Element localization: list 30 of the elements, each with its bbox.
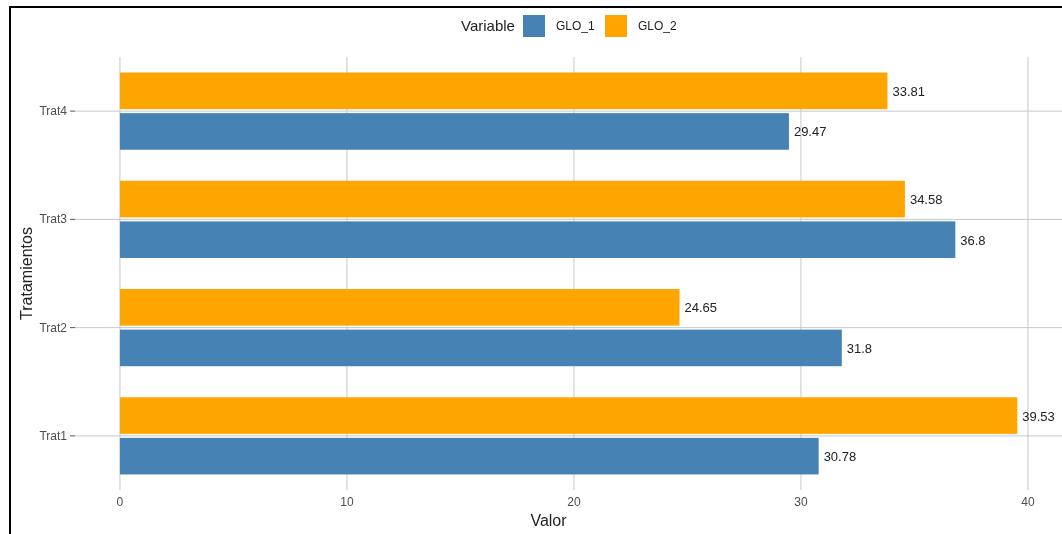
y-tick-label: Trat2	[39, 320, 68, 335]
data-label: 29.47	[793, 124, 827, 140]
data-label: 31.8	[846, 340, 873, 356]
data-label: 30.78	[823, 449, 857, 465]
y-axis-title: Tratamientos	[18, 227, 35, 320]
data-label: 33.81	[892, 83, 925, 99]
data-label: 34.58	[909, 192, 943, 208]
data-label: 36.8	[960, 232, 986, 248]
bar	[119, 397, 1018, 434]
x-tick-label: 40	[1021, 495, 1035, 509]
x-tick-label: 20	[567, 495, 581, 509]
y-tick-label: Trat3	[39, 212, 68, 227]
bar	[119, 221, 956, 258]
bar	[119, 113, 789, 150]
bar	[119, 329, 842, 367]
x-tick-label: 0	[116, 495, 124, 509]
legend-label: GLO_1	[556, 19, 596, 33]
x-tick-label: 30	[794, 495, 808, 509]
data-label: 39.53	[1022, 408, 1055, 424]
legend-title: Variable	[461, 17, 515, 34]
bar	[119, 289, 680, 326]
x-axis-title: Valor	[530, 512, 568, 529]
y-tick-label: Trat4	[39, 104, 68, 119]
data-label: 24.65	[684, 300, 718, 316]
legend-label: GLO_2	[638, 19, 678, 33]
y-tick-label: Trat1	[39, 428, 68, 443]
bar	[119, 72, 888, 110]
bar	[119, 180, 905, 218]
bar	[119, 437, 819, 475]
x-tick-label: 10	[340, 495, 354, 509]
